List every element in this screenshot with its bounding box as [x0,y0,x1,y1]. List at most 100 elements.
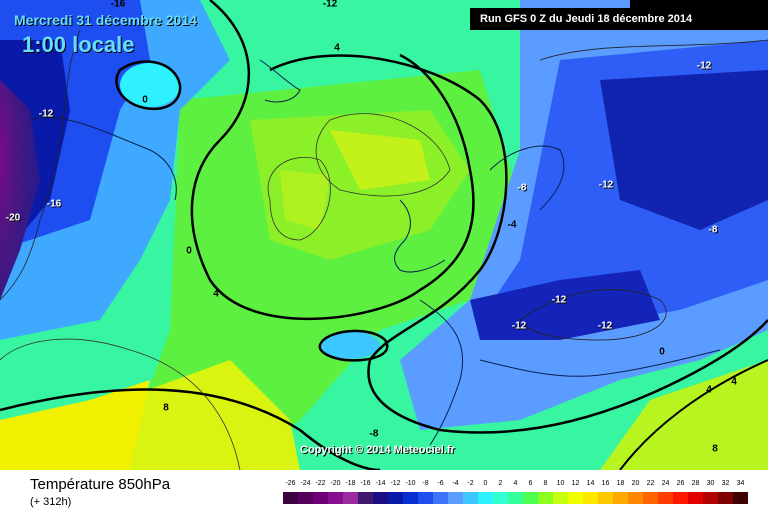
scale-color-cell [598,492,613,504]
scale-tick-label: 26 [676,480,685,487]
isotherm-thin-north [539,39,768,61]
field-east-deep-blue [600,70,768,230]
isotherm-label: -8 [369,428,379,440]
scale-tick-label: 32 [721,480,730,487]
isotherm-label: 8 [712,443,718,455]
scale-color-cell [433,492,448,504]
scale-color-cell [733,492,748,504]
isotherm-label: 4 [731,376,737,388]
field-central-europe-cold [470,270,660,340]
scale-tick-label: 14 [586,480,595,487]
scale-tick-label: 16 [601,480,610,487]
scale-color-cell [403,492,418,504]
scale-tick-label: -24 [300,480,311,487]
scale-tick-label: 18 [616,480,625,487]
field-south-yellow-2 [0,380,150,470]
isotherm-label: -16 [110,0,126,10]
top-strip [630,0,768,8]
field-greenland-blob [120,63,180,107]
isotherm-label: -4 [507,219,517,231]
isotherm-label: -12 [696,60,712,72]
isotherm-label: -12 [38,108,54,120]
coast-iceland [259,59,301,103]
scale-color-cell [493,492,508,504]
scale-tick-label: 8 [543,480,548,487]
scale-color-cell [298,492,313,504]
scale-color-cell [373,492,388,504]
scale-tick-label: -4 [452,480,459,487]
isotherm-label: -12 [598,179,614,191]
scale-tick-label: -8 [422,480,429,487]
isotherm-label: -20 [5,212,21,224]
scale-color-cell [583,492,598,504]
scale-tick-label: 28 [691,480,700,487]
isotherm-thin-2 [315,113,451,197]
scale-tick-label: -18 [345,480,356,487]
scale-tick-label: 20 [631,480,640,487]
isotherm-4-se [619,359,768,470]
scale-tick-label: -6 [437,480,444,487]
field-iberia-blob [320,331,380,359]
scale-color-cell [703,492,718,504]
isotherm-label: 0 [659,346,665,358]
scale-tick-label: -26 [285,480,296,487]
scale-tick-label: 0 [483,480,488,487]
isotherm-label: 0 [142,94,148,106]
color-scale: -26 -24 -22 -20 -18 -16 -14 -12 -10 -8 -6 -4 -2 0 2 4 6 8… [283,480,755,508]
isotherm-label: 0 [186,245,192,257]
isotherm-label: -12 [322,0,338,10]
temperature-map: Mercredi 31 décembre 2014 1:00 locale Ru… [0,0,768,470]
scale-tick-label: 22 [646,480,655,487]
field-yellow-core [330,130,430,190]
scale-color-cell [508,492,523,504]
isotherm-label: 4 [706,384,712,396]
scale-color-cell [553,492,568,504]
forecast-date: Mercredi 31 décembre 2014 [14,12,197,28]
isotherm-label: -12 [511,320,527,332]
isotherm-0-iberia [318,329,389,362]
scale-color-cell [643,492,658,504]
scale-tick-label: -16 [360,480,371,487]
isotherm-label: 4 [334,42,340,54]
isotherm-label: -8 [517,182,527,194]
scale-color-cell [523,492,538,504]
isotherm-thin-1 [0,338,241,470]
scale-color-cell [478,492,493,504]
map-canvas [0,0,768,470]
scale-tick-label: 2 [498,480,503,487]
scale-tick-label: -10 [405,480,416,487]
scale-color-cell [313,492,328,504]
scale-tick-label: 10 [556,480,565,487]
variable-title: Température 850hPa [30,476,171,493]
isotherm-thin-cold-core [519,289,667,341]
scale-tick-label: 6 [528,480,533,487]
coast-greenland [29,116,177,201]
scale-tick-label: -12 [390,480,401,487]
isotherm-label: -12 [597,320,613,332]
scale-color-cell [628,492,643,504]
scale-color-cell [283,492,298,504]
isotherm-label: 8 [163,402,169,414]
isotherm-0-east [269,54,768,434]
scale-color-cell [688,492,703,504]
legend-footer: Température 850hPa (+ 312h) -26 -24 -22 -20… [0,470,768,512]
field-south-yellow [100,360,300,470]
scale-color-cell [418,492,433,504]
isotherm-thin-west [0,29,81,301]
coast-britain [394,199,446,273]
scale-tick-label: -20 [330,480,341,487]
scale-tick-label: -22 [315,480,326,487]
isotherm-0-greenland [115,60,182,111]
scale-color-cell [658,492,673,504]
forecast-local-time: 1:00 locale [22,32,135,57]
isotherm-label: 4 [213,288,219,300]
scale-tick-label: -14 [375,480,386,487]
coast-scandinavia [489,145,565,211]
isotherm-label: -8 [708,224,718,236]
copyright: Copyright © 2014 Meteociel.fr [300,444,455,456]
run-info: Run GFS 0 Z du Jeudi 18 décembre 2014 [470,8,768,30]
scale-tick-label: 34 [736,480,745,487]
field-yellow-core-2 [280,170,330,230]
scale-color-cell [358,492,373,504]
field-se-green [600,360,768,470]
